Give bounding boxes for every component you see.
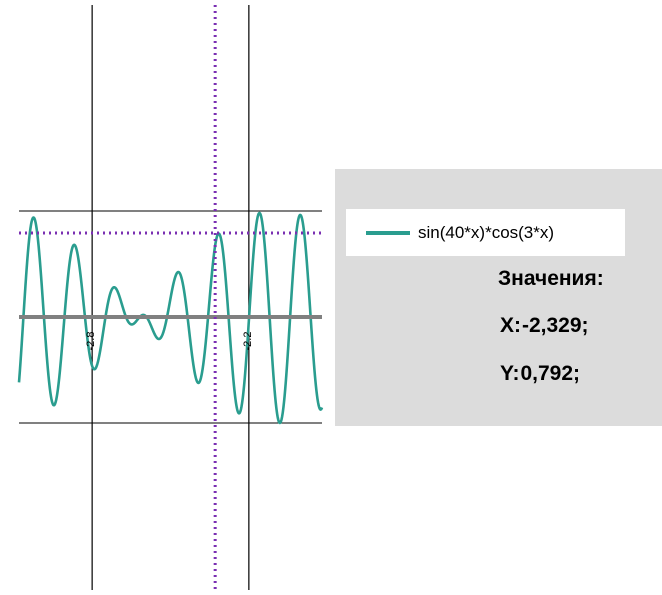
readout-x-label: X: [500, 314, 521, 337]
readout-y-value: 0,792; [520, 362, 580, 385]
series-line-1 [17, 211, 324, 425]
readout-y: Y:0,792; [500, 362, 580, 386]
x-tick-label-1: -2.8 [85, 332, 97, 351]
info-panel: sin(40*x)*cos(3*x) Значения: X:-2,329; Y… [335, 169, 662, 426]
readout-y-label: Y: [500, 362, 520, 385]
x-tick-label-2: -2.2 [242, 332, 254, 351]
readout-x: X:-2,329; [500, 314, 589, 338]
readout-x-value: -2,329; [522, 314, 589, 337]
legend-label: sin(40*x)*cos(3*x) [418, 222, 555, 242]
legend-swatch [366, 230, 410, 235]
readout-title: Значения: [498, 267, 604, 290]
function-plot[interactable]: -2.8 -2.2 [0, 0, 330, 595]
legend: sin(40*x)*cos(3*x) [346, 209, 625, 256]
